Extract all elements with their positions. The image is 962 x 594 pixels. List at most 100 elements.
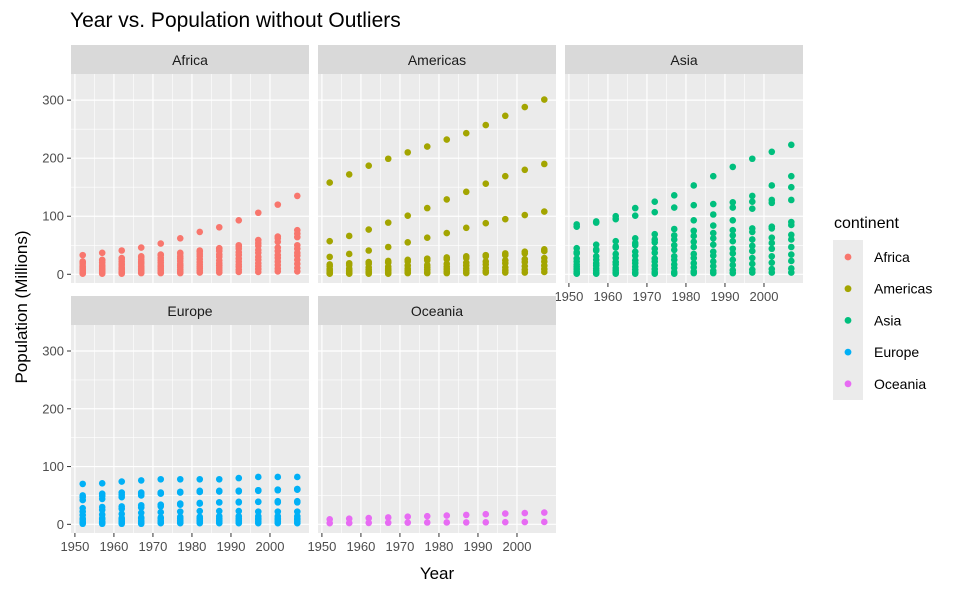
- data-point: [482, 252, 490, 260]
- data-point: [748, 198, 756, 206]
- data-point: [443, 269, 451, 277]
- data-point: [787, 231, 795, 239]
- data-point: [462, 224, 470, 232]
- data-point: [748, 247, 756, 255]
- data-point: [384, 155, 392, 163]
- data-point: [118, 478, 126, 485]
- data-point: [501, 510, 509, 517]
- data-point: [690, 201, 698, 209]
- data-point: [423, 512, 431, 520]
- data-point: [540, 509, 548, 516]
- legend-key: [844, 348, 852, 356]
- data-point: [540, 208, 548, 215]
- data-point: [709, 258, 717, 265]
- x-tick-label: 2000: [503, 539, 532, 554]
- facet-panel-oceania: Oceania 1950 1960 1970 1980 1990 2000: [307, 296, 556, 554]
- data-point: [345, 171, 353, 178]
- data-point: [709, 269, 717, 277]
- data-point: [540, 247, 548, 255]
- legend-label: Oceania: [874, 376, 926, 392]
- data-point: [118, 505, 126, 513]
- facet-panel-asia: Asia 1950 1960 1970 1980 1990 2000: [554, 45, 803, 304]
- data-point: [98, 495, 106, 503]
- x-tick-label: 1970: [385, 539, 414, 554]
- data-point: [157, 240, 165, 247]
- data-point: [254, 268, 262, 276]
- data-point: [274, 238, 282, 246]
- data-point: [709, 241, 717, 248]
- data-point: [176, 501, 184, 508]
- facet-strip: [71, 296, 309, 325]
- data-point: [137, 269, 145, 277]
- legend-key: [844, 253, 852, 261]
- data-point: [482, 180, 490, 188]
- data-point: [196, 519, 204, 527]
- data-point: [462, 269, 470, 277]
- data-point: [326, 253, 334, 261]
- data-point: [540, 96, 548, 103]
- data-point: [365, 514, 373, 522]
- data-point: [690, 238, 698, 246]
- data-point: [293, 192, 301, 200]
- y-tick-label: 300: [42, 93, 64, 108]
- data-point: [157, 519, 165, 527]
- panel-background: [71, 325, 309, 533]
- y-axis-title: Population (Millions): [12, 230, 31, 383]
- data-point: [443, 229, 451, 237]
- data-point: [501, 269, 509, 276]
- data-point: [670, 270, 678, 278]
- data-point: [729, 237, 737, 245]
- data-point: [631, 270, 639, 278]
- facet-strip-label: Europe: [167, 303, 212, 319]
- data-point: [345, 519, 353, 527]
- data-point: [79, 251, 87, 259]
- data-point: [709, 172, 717, 180]
- data-point: [482, 510, 490, 518]
- facet-panel-africa: Africa 0 100 200 300: [42, 45, 309, 283]
- data-point: [768, 225, 776, 232]
- data-point: [384, 270, 392, 278]
- data-point: [709, 222, 717, 229]
- x-tick-label: 1960: [346, 539, 375, 554]
- data-point: [384, 514, 392, 521]
- data-point: [365, 226, 373, 233]
- data-point: [501, 215, 509, 223]
- data-point: [293, 485, 301, 493]
- data-point: [787, 257, 795, 265]
- data-point: [729, 261, 737, 269]
- data-point: [235, 499, 243, 506]
- facet-panel-europe: Europe 0 100 200 300 1950 1960 1970 1980 1990 2000: [42, 296, 309, 554]
- x-tick-label: 1970: [632, 289, 661, 304]
- x-tick-label: 1970: [138, 539, 167, 554]
- data-point: [631, 212, 639, 219]
- data-point: [482, 121, 490, 129]
- data-point: [768, 199, 776, 207]
- x-tick-label: 1950: [60, 539, 89, 554]
- data-point: [748, 192, 756, 200]
- data-point: [293, 508, 301, 515]
- data-point: [118, 493, 126, 501]
- legend-entry-asia: Asia: [844, 312, 901, 328]
- data-point: [137, 477, 145, 484]
- data-point: [404, 519, 412, 526]
- data-point: [540, 518, 548, 526]
- legend-title: continent: [834, 215, 899, 232]
- data-point: [79, 496, 87, 504]
- data-point: [79, 480, 87, 488]
- data-point: [709, 229, 717, 237]
- legend-label: Americas: [874, 281, 932, 297]
- data-point: [540, 160, 548, 168]
- data-point: [137, 492, 145, 499]
- data-point: [521, 269, 529, 276]
- data-point: [690, 217, 698, 224]
- data-point: [501, 518, 509, 526]
- data-point: [690, 254, 698, 262]
- data-point: [612, 244, 620, 251]
- data-point: [521, 166, 529, 174]
- data-point: [215, 475, 223, 483]
- data-point: [404, 149, 412, 156]
- data-point: [157, 490, 165, 498]
- data-point: [787, 141, 795, 149]
- data-point: [651, 270, 659, 278]
- data-point: [787, 183, 795, 191]
